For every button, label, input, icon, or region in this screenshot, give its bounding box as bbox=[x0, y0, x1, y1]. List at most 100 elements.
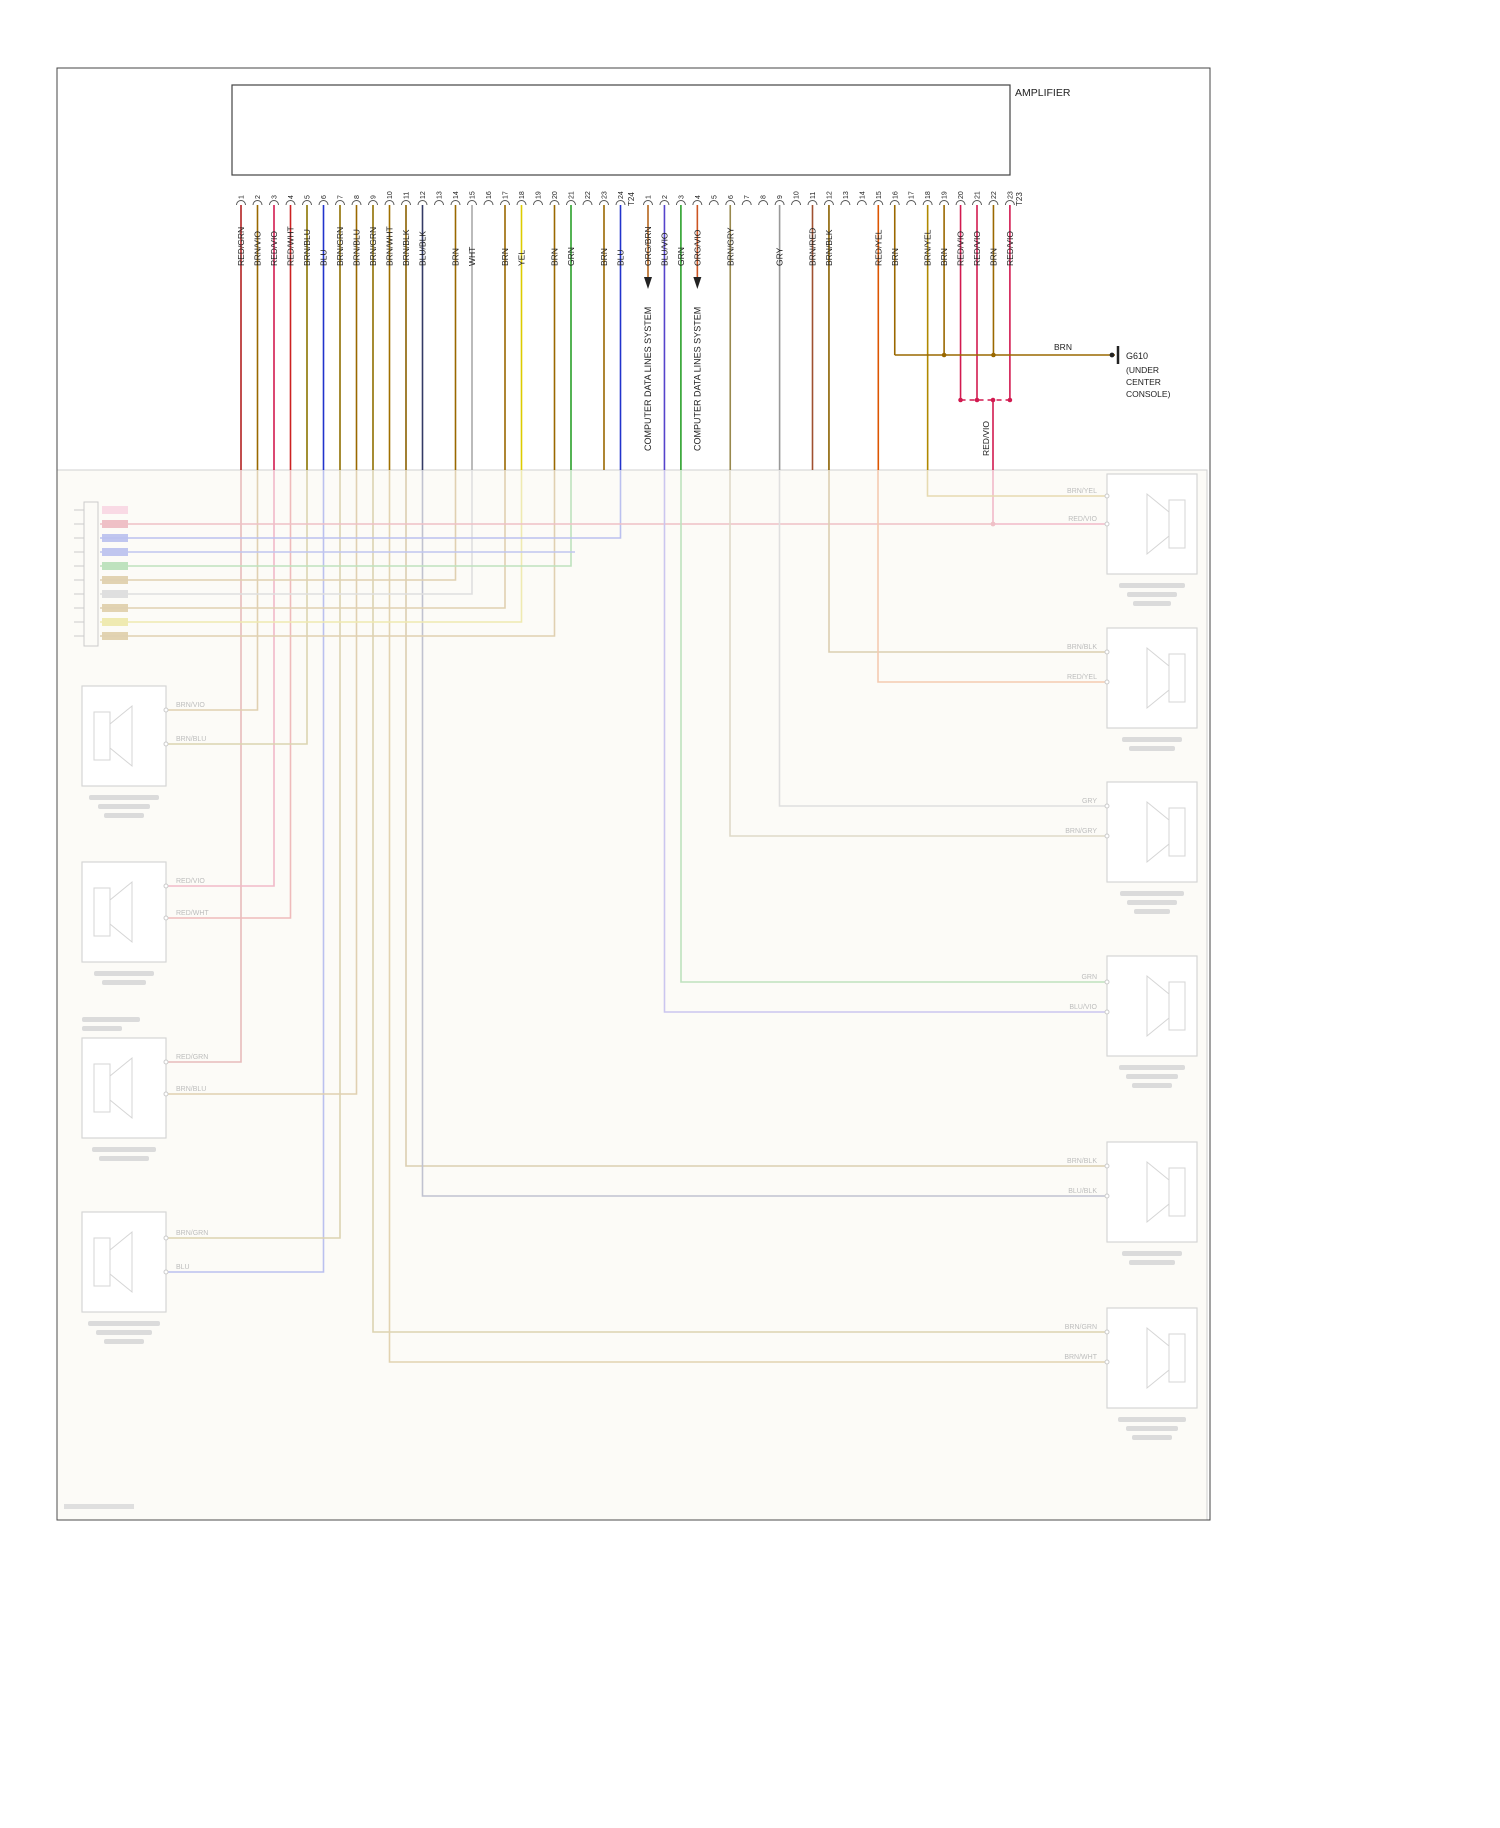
caption-text-bar bbox=[92, 1147, 156, 1152]
caption-text-bar bbox=[94, 971, 154, 976]
t23-pin-1-arrow-down-icon bbox=[644, 277, 652, 289]
t23-pin-21-label: RED/VIO bbox=[972, 231, 982, 266]
t23-pin-12-number: 12 bbox=[826, 191, 833, 199]
t23-pin-2-number: 2 bbox=[662, 195, 669, 199]
t24-pin-9-number: 9 bbox=[371, 195, 378, 199]
t24-pin-12-label: BLU/BLK bbox=[418, 231, 428, 266]
faded-wire bbox=[166, 470, 292, 919]
t24-pin-20-number: 20 bbox=[552, 191, 559, 199]
speaker-terminal bbox=[1104, 833, 1110, 839]
t23-pin-3-socket bbox=[675, 200, 686, 206]
t23-pin-4-number: 4 bbox=[695, 195, 702, 199]
speaker-magnet bbox=[1168, 981, 1186, 1031]
faded-wire bbox=[166, 470, 308, 745]
t23-pin-20-label: RED/VIO bbox=[956, 231, 966, 266]
speaker-terminal bbox=[163, 1235, 169, 1241]
right-speaker-3: GRY BRN/GRY bbox=[1065, 781, 1198, 914]
t24-pin-1-number: 1 bbox=[239, 195, 246, 199]
ground-location-line-1: (UNDER bbox=[1126, 365, 1159, 375]
wire-color-tag: RED/YEL bbox=[1067, 674, 1097, 681]
faded-wire bbox=[100, 470, 556, 637]
t23-pin-21-number: 21 bbox=[975, 191, 982, 199]
t23-pin-1-socket bbox=[643, 200, 653, 206]
speaker-box bbox=[1106, 627, 1198, 729]
t23-pin-5-number: 5 bbox=[711, 195, 718, 199]
t24-pin-17-number: 17 bbox=[503, 191, 510, 199]
caption-text-bar bbox=[1129, 1260, 1175, 1265]
caption-text-bar bbox=[1120, 891, 1184, 896]
faded-wire bbox=[778, 470, 1107, 807]
t24-pin-21-number: 21 bbox=[569, 191, 576, 199]
speaker-box bbox=[1106, 781, 1198, 883]
t24-pin-8-number: 8 bbox=[354, 195, 361, 199]
caption-text-bar bbox=[1134, 909, 1170, 914]
t23-pin-9-socket bbox=[774, 200, 785, 206]
t23-pin-11-number: 11 bbox=[810, 192, 817, 199]
computer-data-lines-label-1: COMPUTER DATA LINES SYSTEM bbox=[643, 307, 653, 451]
t23-pin-8-number: 8 bbox=[761, 195, 768, 199]
t24-pin-20-socket bbox=[549, 200, 560, 206]
t23-pin-1-number: 1 bbox=[646, 195, 653, 199]
faded-wire bbox=[100, 470, 506, 609]
speaker-magnet bbox=[93, 711, 111, 761]
speaker-terminal bbox=[1104, 1359, 1110, 1365]
ground-name: G610 bbox=[1126, 351, 1148, 361]
faded-wire bbox=[166, 470, 341, 1239]
faded-lower-section: BRN/VIO BRN/BLU RED/VIO RED/WHT RED/GRN BRN/B… bbox=[56, 469, 1208, 1521]
t24-pin-23-label: BRN bbox=[599, 248, 609, 266]
faded-wire bbox=[663, 470, 1107, 1013]
speaker-terminal bbox=[1104, 1163, 1110, 1169]
t24-pin-15-label: WHT bbox=[467, 247, 477, 266]
speaker-box bbox=[81, 685, 167, 787]
speaker-terminal bbox=[163, 1091, 169, 1097]
caption-text-bar bbox=[1126, 1426, 1178, 1431]
wire-color-tag-box bbox=[102, 548, 128, 556]
t23-pin-21-socket bbox=[972, 200, 982, 206]
speaker-box bbox=[1106, 1307, 1198, 1409]
speaker-magnet bbox=[1168, 1167, 1186, 1217]
t24-pin-19-number: 19 bbox=[536, 191, 543, 199]
faded-wire bbox=[680, 470, 1107, 983]
t23-pin-11-socket bbox=[807, 200, 818, 206]
faded-wire bbox=[100, 470, 457, 581]
label-text-bar bbox=[82, 1026, 122, 1031]
caption-text-bar bbox=[1118, 1417, 1186, 1422]
faded-wire bbox=[166, 470, 242, 1063]
left-speaker-3: RED/GRN BRN/BLU bbox=[81, 1017, 208, 1161]
t23-pin-12-label: BRN/BLK bbox=[824, 229, 834, 266]
faded-wire bbox=[100, 470, 523, 623]
left-speaker-2: RED/VIO RED/WHT bbox=[81, 861, 209, 985]
t24-pin-18-label: YEL bbox=[517, 250, 527, 266]
speaker-cone bbox=[1146, 492, 1170, 556]
t24-pin-11-label: BRN/BLK bbox=[401, 229, 411, 266]
t24-pin-11-number: 11 bbox=[404, 192, 411, 199]
speaker-box bbox=[81, 1037, 167, 1139]
wire-color-tag-box bbox=[102, 506, 128, 514]
speaker-terminal bbox=[1104, 803, 1110, 809]
t24-pin-3-number: 3 bbox=[272, 195, 279, 199]
t24-pin-3-label: RED/VIO bbox=[269, 231, 279, 266]
faded-wire bbox=[877, 470, 1107, 683]
t24-pin-23-number: 23 bbox=[602, 191, 609, 199]
t23-pin-3-number: 3 bbox=[678, 195, 685, 199]
t23-pin-12-socket bbox=[823, 200, 834, 206]
speaker-cone bbox=[1146, 646, 1170, 710]
t23-pin-18-number: 18 bbox=[925, 191, 932, 199]
wire-color-tag: BLU/BLK bbox=[1068, 1188, 1097, 1195]
connector-t23: T23 1 ORG/BRN 2 BLU/VIO 3 GRN 4 ORG/VIO 5 6 BRN/GRY… bbox=[643, 191, 1024, 470]
t24-pin-18-number: 18 bbox=[519, 191, 526, 199]
ground-wire-color-label: BRN bbox=[1054, 342, 1072, 352]
wire-color-tag: BRN/WHT bbox=[1064, 1354, 1097, 1361]
t24-pin-4-number: 4 bbox=[288, 195, 295, 199]
wire-color-tag: RED/GRN bbox=[176, 1054, 208, 1061]
t24-pin-2-label: BRN/VIO bbox=[253, 231, 263, 266]
speaker-terminal bbox=[1104, 1009, 1110, 1015]
t23-pin-22-number: 22 bbox=[991, 191, 998, 199]
outer-border bbox=[56, 67, 1211, 1521]
speaker-terminal bbox=[1104, 979, 1110, 985]
left-speaker-4: BRN/GRN BLU bbox=[81, 1211, 208, 1344]
wire-color-tag: BRN/VIO bbox=[176, 702, 205, 709]
t23-pin-10-number: 10 bbox=[794, 191, 801, 199]
t24-pin-23-socket bbox=[599, 200, 609, 206]
